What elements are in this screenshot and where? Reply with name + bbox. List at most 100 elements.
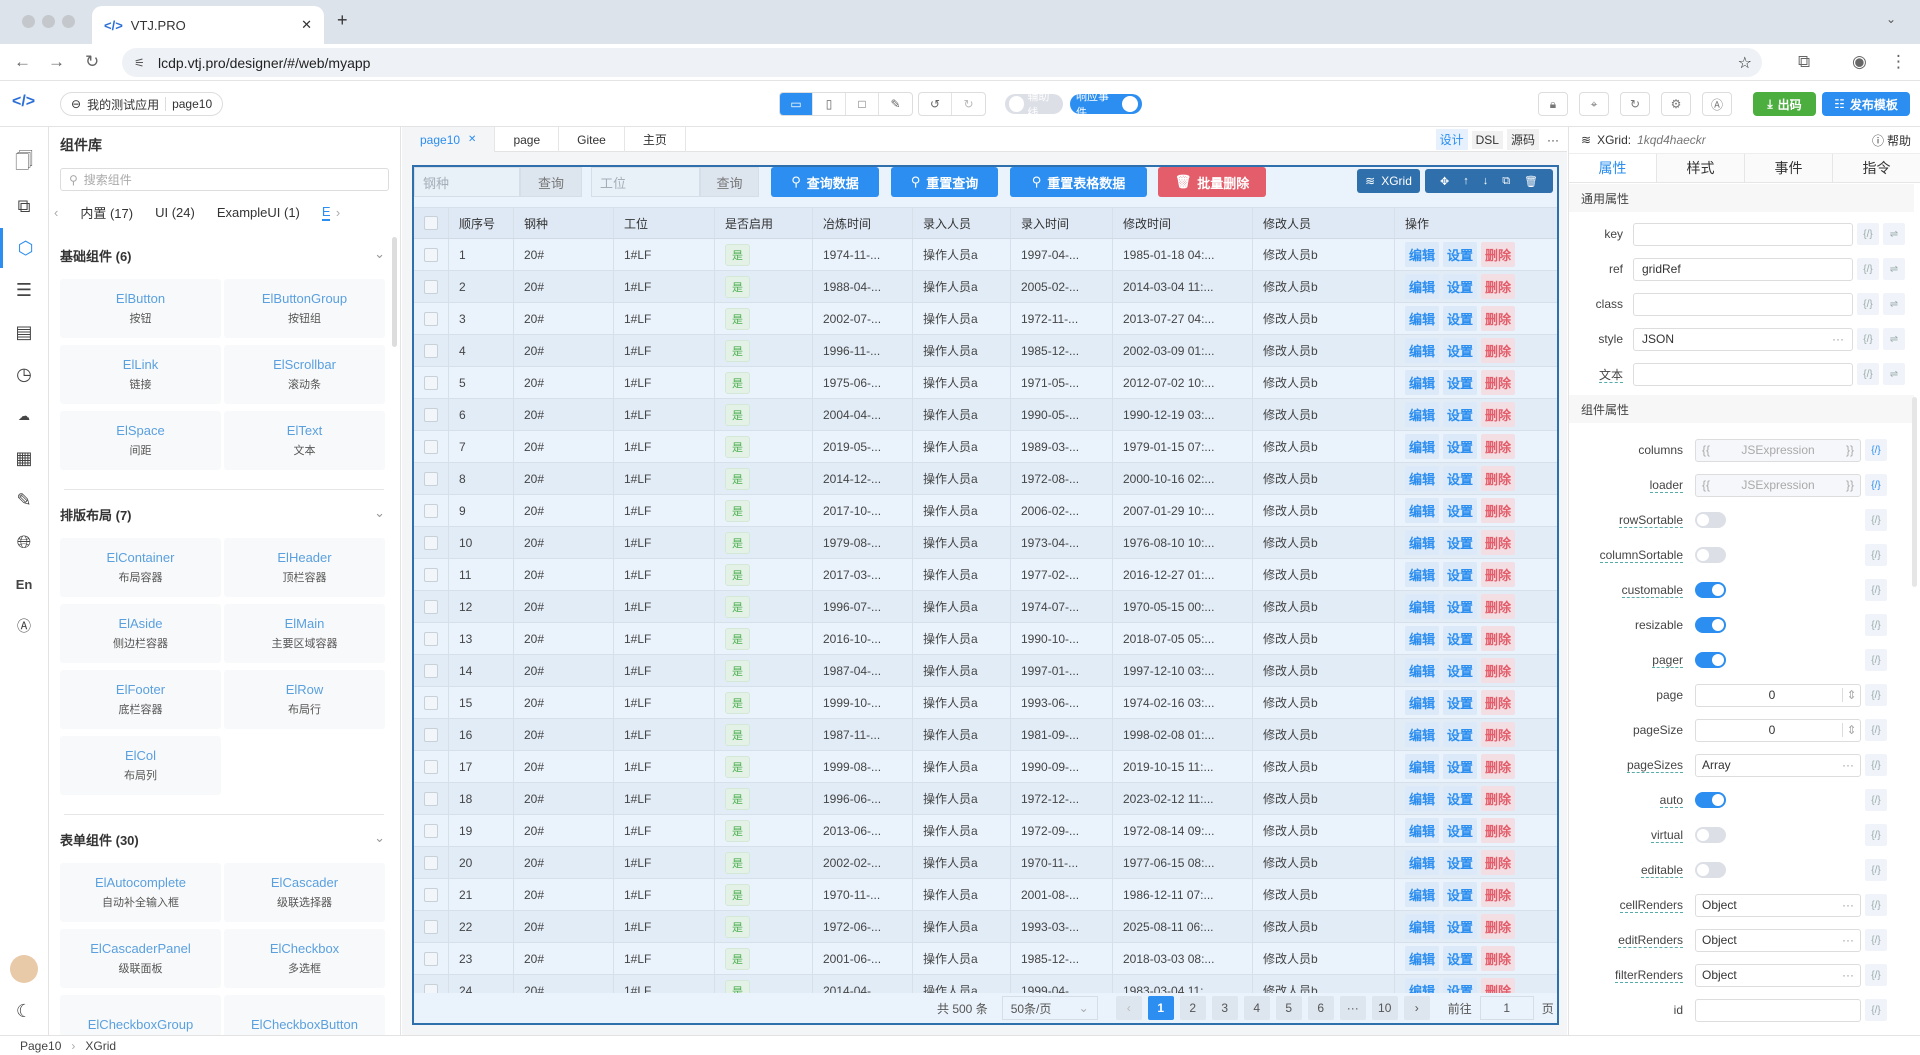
table-row[interactable]: 6 20# 1#LF 是 2004-04-... 操作人员a 1990-05-... 1990… [414,399,1557,431]
delete-button[interactable]: 删除 [1481,306,1516,331]
row-checkbox[interactable] [424,599,438,614]
page-tab[interactable]: page [495,127,560,152]
crumb-page[interactable]: Page10 [20,1038,62,1053]
component-card[interactable]: ElLink 链接 [60,345,221,404]
category-tab-ui[interactable]: UI (24) [155,204,195,220]
delete-button[interactable]: 删除 [1481,498,1516,523]
delete-button[interactable]: 删除 [1481,530,1516,555]
table-row[interactable]: 21 20# 1#LF 是 1970-11-... 操作人员a 2001-08-... 198… [414,879,1557,911]
chevron-down-icon[interactable]: ⌄ [374,830,385,845]
row-checkbox[interactable] [424,631,438,646]
column-header[interactable]: 是否启用 [715,208,813,238]
row-checkbox[interactable] [424,279,438,294]
steel-query-button[interactable]: 查询 [520,167,582,197]
component-card[interactable]: ElAside 侧边栏容器 [60,604,221,663]
batch-delete-button[interactable]: 🗑︎ 批量删除 [1158,167,1266,197]
more-icon[interactable]: ··· [1842,898,1854,912]
column-header[interactable]: 修改人员 [1253,208,1395,238]
profile-icon[interactable]: ◉ [1852,52,1867,71]
ai-assistant-icon[interactable]: Ⓐ [17,618,31,634]
bind-expression-icon[interactable]: {/} [1865,474,1887,496]
bind-expression-icon[interactable]: {/} [1865,929,1887,951]
back-icon[interactable]: ← [14,52,31,71]
category-tab-builtin[interactable]: 内置 (17) [80,205,134,221]
row-checkbox[interactable] [424,247,438,262]
edit-button[interactable]: 编辑 [1405,722,1440,747]
component-card[interactable]: ElScrollbar 滚动条 [224,345,385,404]
component-card[interactable]: ElButton 按钮 [60,279,221,338]
copy-icon[interactable]: ⧉ [1502,174,1511,187]
settings-button[interactable]: 设置 [1443,626,1478,651]
tablet-icon[interactable]: □ [846,93,879,115]
steel-filter-input[interactable]: 钢种 [414,167,520,197]
delete-button[interactable]: 删除 [1481,466,1516,491]
row-checkbox[interactable] [424,567,438,582]
tab-styles[interactable]: 样式 [1657,154,1745,182]
settings-button[interactable]: 设置 [1443,370,1478,395]
page-button[interactable]: 1 [1147,996,1174,1020]
column-header[interactable]: 工位 [614,208,715,238]
i18n-icon[interactable]: En [15,576,33,592]
guide-lines-switch[interactable]: 辅助线 [1005,91,1063,119]
puzzle-icon[interactable]: ⧉ [17,195,31,216]
prev-page-button[interactable]: ‹ [1115,996,1142,1020]
help-link[interactable]: ⓘ 帮助 [1872,132,1920,149]
chevron-down-icon[interactable]: ⌄ [374,246,385,261]
delete-button[interactable]: 删除 [1481,786,1516,811]
component-search-input[interactable]: ⚲ 搜索组件 [60,168,389,191]
filterRenders-input[interactable]: Object ··· [1695,963,1861,987]
extensions-icon[interactable]: ⧉ [1798,52,1811,71]
mobile-icon[interactable]: ▯ [813,93,846,115]
row-checkbox[interactable] [424,919,438,934]
category-tab-exampleui[interactable]: ExampleUI (1) [216,204,300,220]
component-card[interactable]: ElSpace 间距 [60,411,221,470]
site-settings-icon[interactable]: ⚟ [134,55,145,70]
bind-expression-icon[interactable]: {/} [1865,719,1887,741]
row-checkbox[interactable] [424,727,438,742]
row-checkbox[interactable] [424,951,438,966]
settings-button[interactable]: 设置 [1443,434,1478,459]
bind-expression-icon[interactable]: {/} [1857,258,1879,280]
export-code-button[interactable]: ⤓ 出码 [1753,92,1816,116]
row-checkbox[interactable] [424,983,438,993]
edit-button[interactable]: 编辑 [1405,946,1440,971]
component-card[interactable]: ElCheckbox 多选框 [224,929,385,988]
table-row[interactable]: 18 20# 1#LF 是 1996-06-... 操作人员a 1972-12-... 202… [414,783,1557,815]
component-card[interactable]: ElCascaderPanel 级联面板 [60,929,221,988]
table-row[interactable]: 8 20# 1#LF 是 2014-12-... 操作人员a 1972-08-... 2000… [414,463,1557,495]
edit-button[interactable]: 编辑 [1405,978,1440,993]
menu-icon[interactable]: ⋮ [1890,52,1907,71]
xgrid-selection-badge[interactable]: ≋ XGrid [1357,169,1420,193]
bind-expression-icon[interactable]: {/} [1865,544,1887,566]
table-row[interactable]: 24 20# 1#LF 是 2014-04-... 操作人员a 1999-04-... 198… [414,975,1557,993]
crumb-xgrid[interactable]: XGrid [85,1038,117,1053]
cellRenders-input[interactable]: Object ··· [1695,893,1861,917]
page-size-select[interactable]: 50条/页 ⌄ [1001,996,1098,1020]
settings-button[interactable]: 设置 [1443,850,1478,875]
delete-button[interactable]: 删除 [1481,818,1516,843]
move-down-icon[interactable]: ↓ [1482,175,1489,187]
bind-expression-icon[interactable]: {/} [1865,824,1887,846]
forward-icon[interactable]: → [48,52,65,71]
library-scrollbar[interactable] [392,237,397,347]
toggle-mode-icon[interactable]: ⇌ [1883,328,1905,350]
virtual-switch[interactable] [1695,827,1726,843]
page-button[interactable]: 5 [1275,996,1302,1020]
component-card[interactable]: ElCheckboxGroup [60,995,221,1035]
bind-expression-icon[interactable]: {/} [1865,754,1887,776]
component-card[interactable]: ElCheckboxButton [224,995,385,1035]
categories-next-icon[interactable]: › [335,204,341,220]
apps-grid-icon[interactable]: ▦ [15,447,33,468]
edit-button[interactable]: 编辑 [1405,434,1440,459]
mode-dsl[interactable]: DSL [1471,130,1503,149]
delete-button[interactable]: 删除 [1481,658,1516,683]
prop-input-key[interactable] [1633,222,1853,246]
columnSortable-switch[interactable] [1695,547,1726,563]
delete-button[interactable]: 删除 [1481,882,1516,907]
edit-button[interactable]: 编辑 [1405,658,1440,683]
focus-icon[interactable]: ⌖ [1579,92,1609,116]
loader-expression[interactable]: {{JSExpression}} [1695,473,1861,497]
edit-button[interactable]: 编辑 [1405,242,1440,267]
delete-button[interactable]: 删除 [1481,690,1516,715]
window-minimize-button[interactable] [42,15,55,28]
